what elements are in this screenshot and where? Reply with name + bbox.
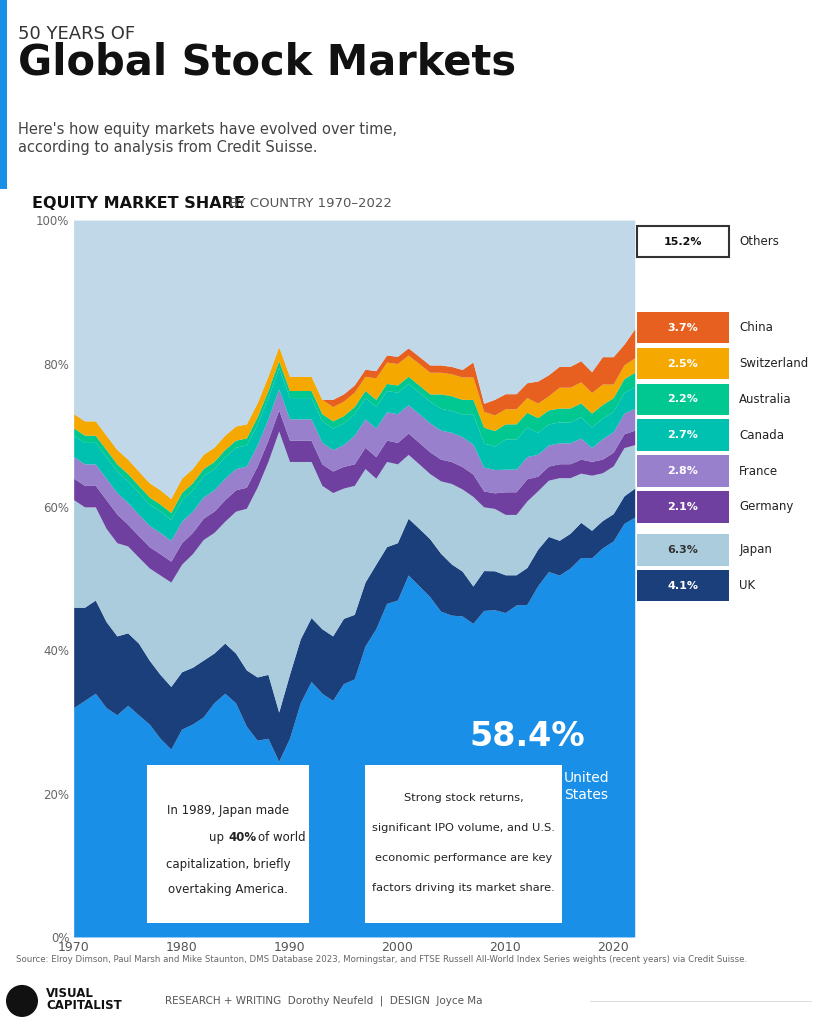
- Text: 3.7%: 3.7%: [667, 323, 699, 333]
- Text: 50 YEARS OF: 50 YEARS OF: [18, 25, 135, 43]
- Text: 15.2%: 15.2%: [663, 237, 702, 247]
- Text: EQUITY MARKET SHARE: EQUITY MARKET SHARE: [32, 197, 245, 211]
- Text: VISUAL: VISUAL: [46, 987, 94, 1000]
- Text: China: China: [740, 322, 773, 334]
- Circle shape: [6, 985, 38, 1017]
- Bar: [0, 0, 7, 189]
- FancyBboxPatch shape: [637, 226, 729, 257]
- Text: Canada: Canada: [740, 429, 785, 441]
- Text: CAPITALIST: CAPITALIST: [46, 999, 122, 1013]
- Text: 2.5%: 2.5%: [667, 358, 699, 369]
- Text: 4.1%: 4.1%: [667, 581, 699, 591]
- FancyBboxPatch shape: [637, 384, 729, 415]
- Text: Others: Others: [740, 236, 779, 248]
- Text: Switzerland: Switzerland: [740, 357, 808, 370]
- FancyBboxPatch shape: [637, 492, 729, 522]
- Text: Germany: Germany: [740, 501, 794, 513]
- Text: UK: UK: [740, 580, 755, 592]
- Text: according to analysis from Credit Suisse.: according to analysis from Credit Suisse…: [18, 139, 318, 155]
- Text: France: France: [740, 465, 778, 477]
- FancyBboxPatch shape: [637, 348, 729, 379]
- Text: Global Stock Markets: Global Stock Markets: [18, 42, 516, 84]
- Text: Japan: Japan: [740, 544, 772, 556]
- Text: 2.7%: 2.7%: [667, 430, 699, 440]
- Text: Source: Elroy Dimson, Paul Marsh and Mike Staunton, DMS Database 2023, Morningst: Source: Elroy Dimson, Paul Marsh and Mik…: [16, 955, 748, 964]
- FancyBboxPatch shape: [637, 312, 729, 343]
- FancyBboxPatch shape: [637, 456, 729, 486]
- Text: 2.1%: 2.1%: [667, 502, 699, 512]
- FancyBboxPatch shape: [637, 570, 729, 601]
- FancyBboxPatch shape: [637, 420, 729, 451]
- Text: 2.8%: 2.8%: [667, 466, 699, 476]
- Text: RESEARCH + WRITING  Dorothy Neufeld  |  DESIGN  Joyce Ma: RESEARCH + WRITING Dorothy Neufeld | DES…: [165, 995, 482, 1007]
- Text: 58.4%: 58.4%: [469, 720, 585, 753]
- Text: United
States: United States: [563, 771, 609, 802]
- Text: Here's how equity markets have evolved over time,: Here's how equity markets have evolved o…: [18, 122, 397, 136]
- Text: 6.3%: 6.3%: [667, 545, 699, 555]
- Text: 2.2%: 2.2%: [667, 394, 699, 404]
- FancyBboxPatch shape: [637, 535, 729, 565]
- Text: Australia: Australia: [740, 393, 792, 406]
- Text: BY COUNTRY 1970–2022: BY COUNTRY 1970–2022: [224, 198, 391, 210]
